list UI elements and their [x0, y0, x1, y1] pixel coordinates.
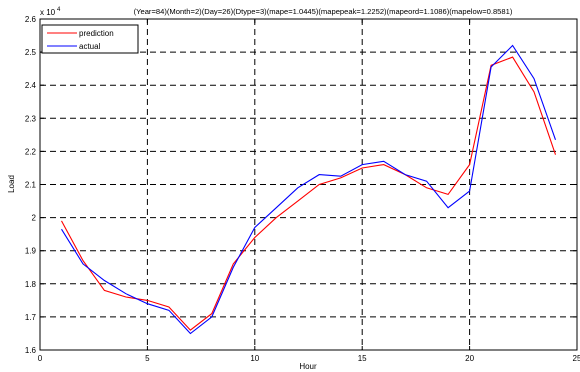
y-axis-label: Load	[7, 175, 16, 193]
data-series	[61, 44, 557, 335]
y-multiplier-exponent: 4	[57, 7, 61, 13]
y-tick-label: 2.2	[25, 147, 37, 156]
x-tick-label: 25	[573, 354, 580, 363]
x-tick-label: 10	[250, 354, 259, 363]
x-tick-label: 15	[358, 354, 367, 363]
y-tick-label: 2.6	[25, 15, 37, 24]
axis-ticks: 0 5 10 15 20 25 1.6 1.7 1.8 1.9 2 2.1 2.2 2.3 2.4 2.5 2.…	[25, 15, 580, 363]
y-tick-label: 1.6	[25, 346, 37, 355]
legend-box	[41, 24, 139, 54]
x-tick-label: 5	[145, 354, 150, 363]
y-tick-label: 1.7	[25, 313, 37, 322]
y-tick-label: 2.5	[25, 48, 37, 57]
series-line-actual	[61, 44, 557, 335]
legend-label-actual: actual	[79, 42, 101, 51]
x-axis-label: Hour	[299, 362, 317, 371]
series-line-prediction	[61, 56, 557, 331]
y-tick-label: 1.8	[25, 280, 37, 289]
y-multiplier-label: x 10	[40, 8, 56, 17]
x-tick-label: 0	[38, 354, 43, 363]
y-tick-label: 2.3	[25, 114, 37, 123]
grid-lines	[40, 19, 577, 350]
y-tick-label: 2	[32, 214, 37, 223]
chart-title: (Year=84)(Month=2)(Day=26)(Dtype=3)(mape…	[134, 7, 513, 16]
x-tick-label: 20	[465, 354, 474, 363]
legend-label-prediction: prediction	[79, 29, 114, 38]
y-tick-label: 1.9	[25, 247, 37, 256]
y-tick-label: 2.1	[25, 181, 37, 190]
legend: prediction actual	[41, 24, 139, 54]
y-tick-label: 2.4	[25, 81, 37, 90]
